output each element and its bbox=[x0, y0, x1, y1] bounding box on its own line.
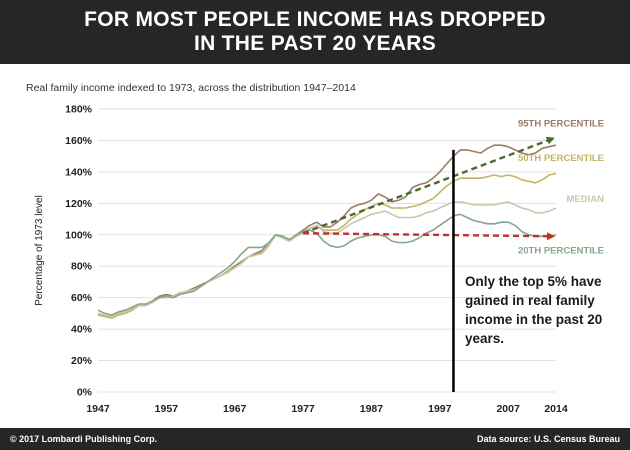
y-tick-label: 120% bbox=[65, 198, 93, 210]
y-tick-label: 0% bbox=[77, 387, 93, 399]
y-tick-label: 180% bbox=[65, 104, 93, 116]
x-tick-label: 2007 bbox=[496, 403, 520, 415]
x-tick-label: 1947 bbox=[86, 403, 110, 415]
annotation-note: Only the top 5% have gained in real fami… bbox=[465, 274, 603, 346]
header-banner: FOR MOST PEOPLE INCOME HAS DROPPED IN TH… bbox=[0, 0, 630, 64]
series-label-95th-percentile: 95TH PERCENTILE bbox=[518, 118, 604, 129]
data-source-text: Data source: U.S. Census Bureau bbox=[476, 434, 620, 444]
income-line-chart: 0% 20% 40% 60% 80% 100% 120% 140% 160% 180% 1947 19… bbox=[34, 104, 605, 416]
x-tick-label: 1997 bbox=[428, 403, 452, 415]
trend-arrow-1 bbox=[303, 232, 555, 241]
y-tick-label: 100% bbox=[65, 229, 93, 241]
page-title-line-2: IN THE PAST 20 YEARS bbox=[193, 32, 437, 55]
series-label-median: MEDIAN bbox=[567, 194, 605, 205]
chart-subtitle: Real family income indexed to 1973, acro… bbox=[26, 82, 356, 94]
x-tick-label: 1967 bbox=[223, 403, 247, 415]
x-tick-label: 1957 bbox=[155, 403, 179, 415]
page-title-line-1: FOR MOST PEOPLE INCOME HAS DROPPED bbox=[84, 8, 546, 31]
y-tick-label: 40% bbox=[71, 324, 93, 336]
series-label-50th-percentile: 50TH PERCENTILE bbox=[518, 153, 604, 164]
y-tick-label: 140% bbox=[65, 166, 93, 178]
series-line-20th-percentile bbox=[97, 213, 557, 316]
x-tick-label: 1977 bbox=[291, 403, 315, 415]
y-axis-label: Percentage of 1973 level bbox=[34, 195, 45, 306]
footer-bar: © 2017 Lombardi Publishing Corp. Data so… bbox=[0, 428, 630, 450]
copyright-text: © 2017 Lombardi Publishing Corp. bbox=[10, 434, 158, 444]
series-label-20th-percentile: 20TH PERCENTILE bbox=[518, 246, 604, 257]
y-tick-label: 20% bbox=[71, 355, 93, 367]
trend-arrow-0 bbox=[302, 136, 555, 235]
y-tick-label: 160% bbox=[65, 135, 93, 147]
y-tick-label: 60% bbox=[71, 292, 93, 304]
y-tick-label: 80% bbox=[71, 261, 93, 273]
x-tick-label: 1987 bbox=[360, 403, 384, 415]
x-tick-label: 2014 bbox=[544, 403, 568, 415]
